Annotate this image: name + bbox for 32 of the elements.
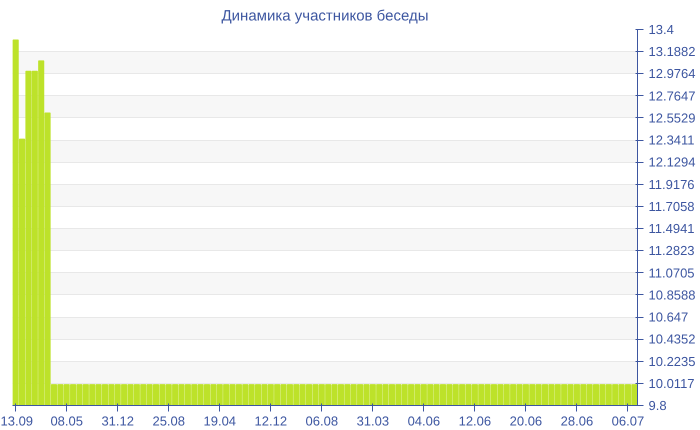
chart-title: Динамика участников беседы (222, 8, 428, 24)
y-tick-label: 11.4941 (648, 221, 695, 236)
y-tick-label: 11.7058 (648, 198, 695, 214)
x-tick-label: 06.08 (306, 414, 338, 428)
y-tick-label: 12.3411 (648, 132, 695, 148)
y-tick-label: 11.9176 (648, 176, 695, 192)
x-tick-label: 04.06 (408, 414, 440, 428)
y-tick-label: 11.0705 (648, 265, 695, 280)
y-tick-label: 13.1882 (648, 44, 696, 60)
y-tick-label: 9.8 (648, 398, 667, 413)
x-tick-label: 31.12 (101, 414, 134, 428)
y-tick-label: 10.4352 (648, 332, 696, 347)
y-tick-label: 10.2235 (648, 354, 696, 369)
x-tick-label: 13.09 (0, 414, 34, 428)
y-tick-label: 12.9764 (648, 66, 696, 82)
x-tick-label: 12.06 (458, 414, 492, 428)
y-tick-label: 12.7647 (648, 88, 696, 104)
x-tick-label: 08.05 (50, 414, 83, 428)
y-tick-label: 12.1294 (648, 154, 696, 170)
x-tick-label: 19.04 (204, 414, 236, 428)
x-tick-label: 06.07 (612, 414, 644, 428)
y-tick-label: 12.5529 (648, 110, 696, 126)
x-tick-label: 20.06 (510, 414, 542, 428)
x-tick-label: 12.12 (254, 414, 288, 428)
x-tick-label: 31.03 (356, 414, 390, 428)
y-tick-label: 10.0117 (648, 376, 695, 391)
y-tick-label: 13.4 (648, 22, 674, 37)
y-tick-label: 10.8588 (648, 287, 696, 302)
y-tick-label: 10.647 (648, 310, 688, 325)
x-tick-label: 28.06 (560, 414, 594, 428)
y-tick-label: 11.2823 (648, 243, 695, 258)
x-tick-label: 25.08 (152, 414, 186, 428)
